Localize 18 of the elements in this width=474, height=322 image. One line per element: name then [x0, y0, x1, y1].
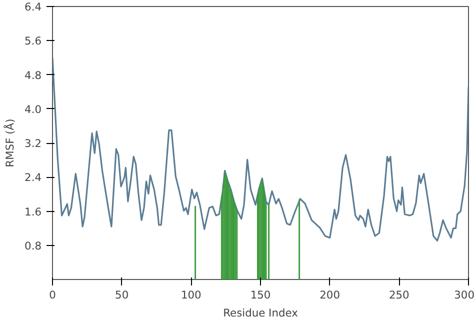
y-tick-label: 3.2 — [24, 137, 42, 150]
x-axis-title: Residue Index — [223, 306, 298, 320]
x-tick-label: 300 — [454, 288, 474, 302]
x-tick-label: 200 — [320, 288, 340, 302]
y-tick-label: 4.0 — [24, 102, 42, 116]
x-tick-label: 0 — [49, 288, 56, 302]
y-tick-label: 2.4 — [24, 171, 42, 184]
x-tick-label: 150 — [250, 288, 271, 302]
y-tick-label: 0.8 — [24, 239, 42, 252]
y-axis-title: RMSF (Å) — [4, 118, 17, 168]
x-tick-label: 250 — [388, 288, 410, 302]
line-series — [52, 56, 468, 242]
x-tick-label: 50 — [115, 288, 129, 302]
y-tick-label: 6.4 — [24, 0, 42, 14]
y-tick-label: 1.6 — [24, 205, 42, 218]
y-tick-label: 4.8 — [24, 68, 42, 82]
y-tick-label: 5.6 — [24, 34, 42, 48]
x-tick-label: 100 — [180, 288, 202, 302]
